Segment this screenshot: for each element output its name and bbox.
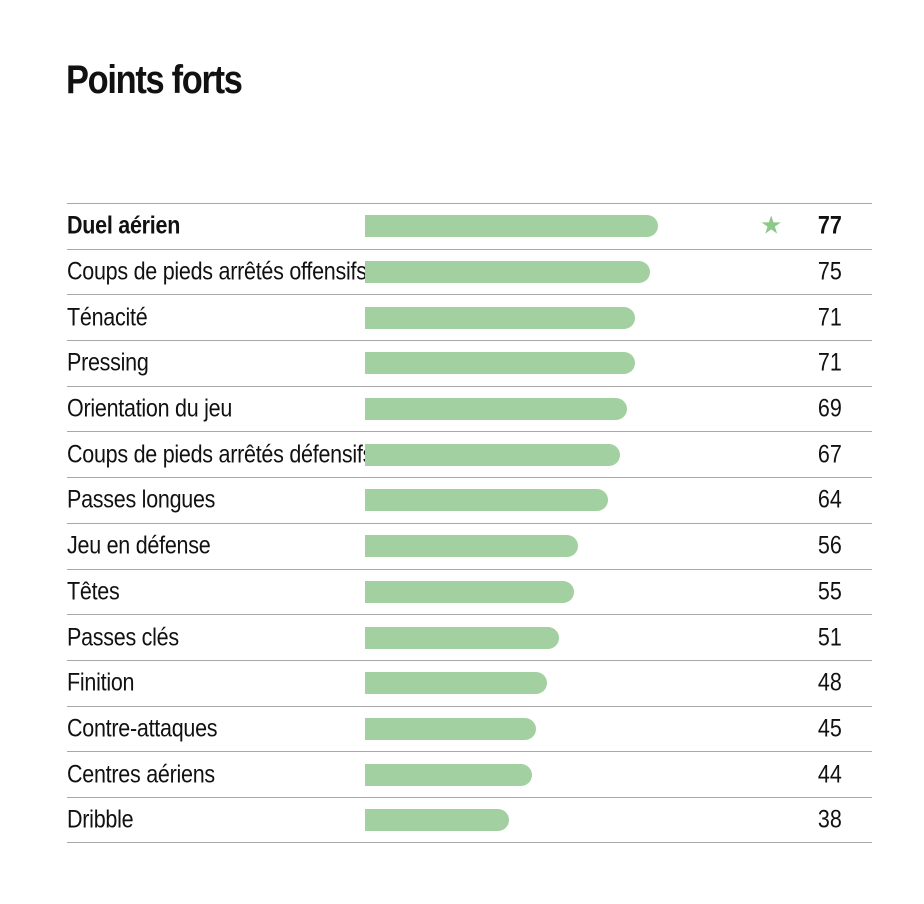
row-value: 56 bbox=[818, 531, 842, 560]
row-label: Pressing bbox=[67, 348, 149, 377]
row-value: 67 bbox=[818, 440, 842, 469]
table-row: Orientation du jeu 69 bbox=[67, 385, 872, 432]
value-bar bbox=[365, 443, 620, 466]
table-row: Finition 48 bbox=[67, 659, 872, 706]
star-icon: ★ bbox=[760, 211, 783, 240]
row-value: 44 bbox=[818, 760, 842, 789]
row-label: Passes clés bbox=[67, 623, 179, 652]
row-label: Coups de pieds arrêtés défensifs bbox=[67, 440, 374, 469]
row-value: 77 bbox=[818, 211, 842, 240]
table-row: Duel aérien ★ 77 bbox=[67, 203, 872, 249]
value-bar bbox=[365, 626, 559, 649]
table-row: Dribble 38 bbox=[67, 796, 872, 843]
value-bar bbox=[365, 672, 548, 695]
row-value: 48 bbox=[818, 668, 842, 697]
value-bar bbox=[365, 398, 628, 421]
attribute-bar-chart: Duel aérien ★ 77 Coups de pieds arrêtés off… bbox=[67, 203, 872, 843]
value-bar bbox=[365, 717, 536, 740]
value-bar bbox=[365, 763, 533, 786]
row-label: Ténacité bbox=[67, 303, 148, 332]
row-label: Orientation du jeu bbox=[67, 394, 233, 423]
row-label: Dribble bbox=[67, 805, 134, 834]
row-label: Passes longues bbox=[67, 485, 216, 514]
value-bar bbox=[365, 489, 609, 512]
row-label: Têtes bbox=[67, 577, 120, 606]
row-value: 71 bbox=[818, 303, 842, 332]
row-value: 64 bbox=[818, 485, 842, 514]
value-bar bbox=[365, 580, 574, 603]
value-bar bbox=[365, 535, 578, 558]
row-label: Coups de pieds arrêtés offensifs bbox=[67, 257, 367, 286]
row-value: 71 bbox=[818, 348, 842, 377]
value-bar bbox=[365, 215, 658, 238]
row-label: Finition bbox=[67, 668, 135, 697]
table-row: Passes clés 51 bbox=[67, 614, 872, 660]
value-bar bbox=[365, 352, 635, 375]
row-value: 38 bbox=[818, 805, 842, 834]
row-label: Jeu en défense bbox=[67, 531, 211, 560]
table-row: Pressing 71 bbox=[67, 340, 872, 386]
value-bar bbox=[365, 808, 510, 831]
table-row: Coups de pieds arrêtés offensifs 75 bbox=[67, 248, 872, 295]
value-bar bbox=[365, 261, 650, 284]
row-label: Duel aérien bbox=[67, 211, 181, 240]
row-label: Contre-attaques bbox=[67, 714, 218, 743]
row-value: 55 bbox=[818, 577, 842, 606]
table-row: Ténacité 71 bbox=[67, 294, 872, 340]
table-row: Passes longues 64 bbox=[67, 477, 872, 523]
table-row: Têtes 55 bbox=[67, 568, 872, 615]
row-value: 45 bbox=[818, 714, 842, 743]
table-row: Coups de pieds arrêtés défensifs 67 bbox=[67, 431, 872, 477]
row-label: Centres aériens bbox=[67, 760, 215, 789]
page-title: Points forts bbox=[66, 58, 243, 102]
row-value: 51 bbox=[818, 623, 842, 652]
table-row: Centres aériens 44 bbox=[67, 751, 872, 797]
value-bar bbox=[365, 306, 635, 329]
row-value: 69 bbox=[818, 394, 842, 423]
table-row: Jeu en défense 56 bbox=[67, 522, 872, 569]
table-row: Contre-attaques 45 bbox=[67, 705, 872, 752]
row-value: 75 bbox=[818, 257, 842, 286]
